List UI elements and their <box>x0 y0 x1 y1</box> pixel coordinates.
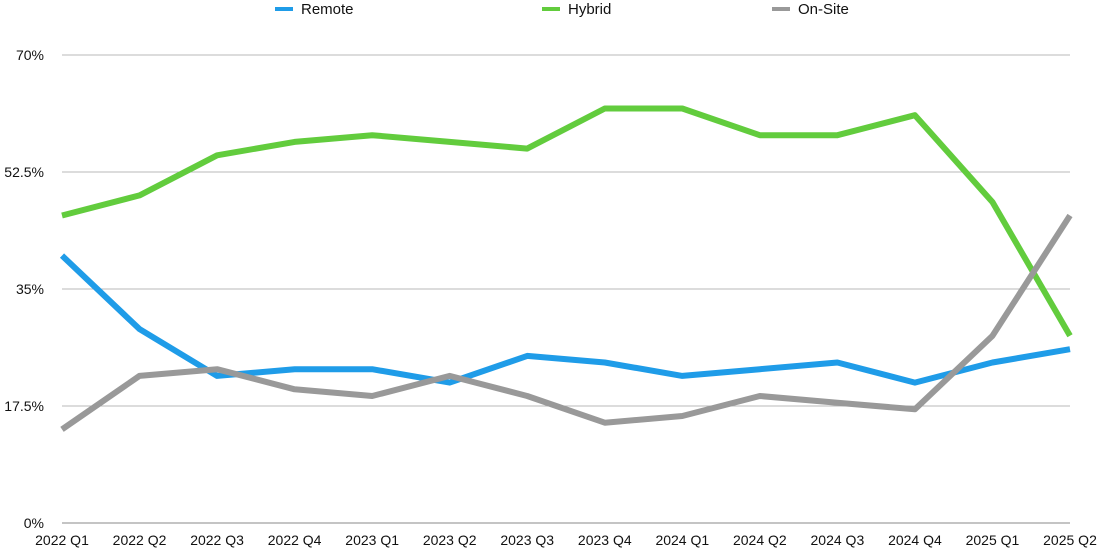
legend: Remote Hybrid On-Site <box>275 1 849 18</box>
x-tick-label: 2024 Q3 <box>811 532 865 548</box>
y-tick-label: 70% <box>16 47 44 63</box>
y-tick-label: 17.5% <box>4 398 44 414</box>
x-tick-label: 2025 Q1 <box>966 532 1020 548</box>
x-tick-label: 2022 Q4 <box>268 532 322 548</box>
y-tick-label: 0% <box>24 515 44 531</box>
x-tick-label: 2022 Q2 <box>113 532 167 548</box>
x-tick-label: 2022 Q1 <box>35 532 89 548</box>
x-tick-label: 2023 Q1 <box>345 532 399 548</box>
x-tick-label: 2024 Q1 <box>655 532 709 548</box>
series-line-hybrid <box>61 105 1073 338</box>
gridlines <box>62 54 1070 524</box>
legend-label-on-site: On-Site <box>798 1 849 18</box>
x-axis-ticks: 2022 Q1 2022 Q2 2022 Q3 2022 Q4 2023 Q1 2023 … <box>35 532 1097 548</box>
x-tick-label: 2025 Q2 <box>1043 532 1097 548</box>
x-tick-label: 2023 Q4 <box>578 532 632 548</box>
legend-label-remote: Remote <box>301 1 354 18</box>
series-lines <box>59 105 1073 432</box>
x-tick-label: 2023 Q2 <box>423 532 477 548</box>
x-tick-label: 2022 Q3 <box>190 532 244 548</box>
series-line-remote <box>59 253 1071 386</box>
y-tick-label: 52.5% <box>4 164 44 180</box>
x-tick-label: 2023 Q3 <box>500 532 554 548</box>
legend-label-hybrid: Hybrid <box>568 1 611 18</box>
y-axis-ticks: 0% 17.5% 35% 52.5% 70% <box>4 47 44 531</box>
y-tick-label: 35% <box>16 281 44 297</box>
series-line-on-site <box>60 213 1073 432</box>
x-tick-label: 2024 Q2 <box>733 532 787 548</box>
x-tick-label: 2024 Q4 <box>888 532 942 548</box>
